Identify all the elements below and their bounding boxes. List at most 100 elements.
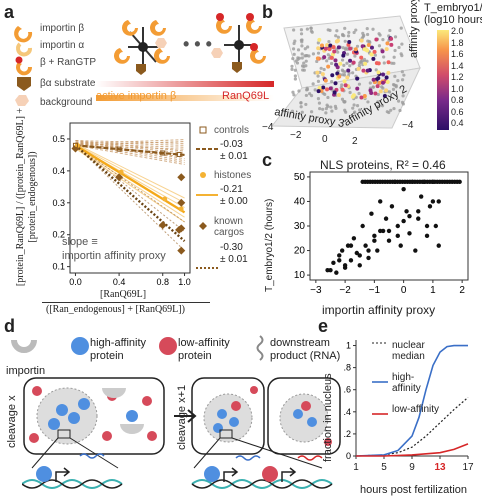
colored-point: [362, 94, 367, 99]
grey-point: [328, 28, 332, 32]
panel-c-title-text: NLS proteins, R² = 0.46: [320, 158, 446, 172]
colored-point: [369, 45, 374, 50]
colorbar-tick-label: 1.6: [451, 49, 464, 59]
scatter-point: [363, 243, 368, 248]
zoom-box-right: [219, 429, 233, 439]
plot-c-ytick-label: 50: [294, 172, 306, 183]
grey-point: [355, 104, 360, 108]
scatter-point: [395, 233, 400, 239]
grey-point: [388, 28, 392, 33]
grey-point: [316, 51, 321, 55]
scatter-point: [389, 204, 395, 209]
scatter-point: [398, 243, 403, 248]
colored-point: [319, 89, 324, 94]
colored-point: [315, 70, 320, 75]
grey-point: [311, 82, 315, 86]
zoom-box-left: [57, 429, 71, 439]
cargo-substrate-icon: [17, 77, 31, 91]
grey-point: [374, 68, 378, 72]
colored-point: [342, 79, 347, 84]
d-legend-low-affinity: low-affinity protein: [178, 337, 230, 362]
plot-c-xtick-label: −3: [310, 285, 322, 296]
plot-c-xtick-label: 0: [401, 285, 407, 296]
plot-e-ytick-label: 1: [346, 341, 351, 351]
colorbar-tick-label: 1.0: [451, 83, 464, 94]
importin-beta-icon: [14, 26, 33, 43]
colorbar-title: T_embryo1/2 (log10 hours): [424, 2, 482, 26]
colored-point: [385, 80, 390, 85]
legend-histones-err: ± 0.00: [220, 196, 248, 207]
colorbar-tick-label: 1.4: [451, 60, 464, 71]
scatter-point: [354, 250, 360, 256]
scatter-point: [328, 267, 333, 273]
colorbar-tick-label: 1.8: [451, 37, 464, 48]
grey-point: [366, 32, 370, 37]
colorbar: [437, 30, 449, 130]
colored-point: [353, 47, 358, 52]
grey-point: [304, 102, 308, 107]
3d-point-cloud: [290, 26, 406, 115]
scatter-point: [334, 270, 339, 275]
grey-point: [327, 39, 331, 44]
colored-point: [321, 85, 326, 90]
cargo-marker: [177, 198, 186, 207]
colorbar-tick-label: 0.8: [451, 95, 464, 105]
colored-point: [316, 46, 321, 51]
legend-known-cargos: known cargos: [214, 216, 245, 238]
grey-point: [343, 99, 347, 104]
plot-a-ytick-label: 0.5: [52, 134, 65, 144]
colored-point: [340, 87, 345, 92]
colorbar-title-text: T_embryo1/2: [424, 2, 482, 14]
grey-point: [377, 104, 381, 109]
cargo-marker: [177, 246, 186, 255]
plot-e-xtick-label: 1: [353, 462, 359, 473]
series-line-controls: [75, 144, 185, 157]
plot-e-ytick-label: .4: [343, 407, 351, 417]
grey-point: [366, 100, 370, 104]
grey-point: [305, 54, 309, 58]
colored-point: [381, 72, 386, 77]
grey-point: [321, 107, 325, 111]
control-trace-line: [75, 141, 185, 162]
grey-point: [326, 104, 330, 109]
grey-point: [299, 28, 304, 32]
colored-point: [317, 85, 322, 90]
scatter-point: [418, 194, 424, 199]
colored-point: [382, 93, 387, 98]
colored-point: [375, 84, 380, 89]
grey-point: [396, 99, 401, 103]
histone-trace-line: [75, 143, 185, 199]
grey-point: [336, 50, 340, 54]
colored-point: [316, 89, 321, 94]
legend-ba-substrate: βα substrate: [40, 78, 96, 89]
control-marker: [160, 150, 166, 156]
colored-point: [384, 47, 389, 52]
scatter-point: [351, 236, 357, 241]
grey-point: [390, 61, 394, 65]
grey-point: [402, 73, 406, 77]
complex-right-group: [211, 13, 266, 73]
grey-point: [343, 39, 347, 43]
controls-marker: [199, 126, 207, 134]
grey-point: [329, 105, 333, 109]
grey-point: [401, 102, 405, 106]
grey-point: [293, 39, 297, 43]
control-marker: [116, 146, 122, 152]
grey-point: [392, 106, 396, 111]
complex-illustration-right: [211, 13, 266, 73]
panel-d-legend-icons: [11, 335, 264, 361]
colored-point: [371, 77, 376, 82]
grey-point: [296, 56, 300, 60]
grey-point: [391, 82, 396, 87]
grey-point: [382, 55, 386, 59]
grey-point: [299, 38, 303, 42]
colored-point: [335, 71, 340, 76]
plot-e-xtick-label: 17: [462, 462, 474, 473]
colored-point: [360, 44, 365, 49]
e-legend-nuclear-median: nuclear median: [392, 340, 425, 362]
scatter-point: [430, 199, 436, 204]
grey-point: [325, 59, 329, 63]
plot-c-ytick-label: 30: [294, 221, 306, 232]
grey-point: [330, 79, 334, 84]
grey-point: [393, 48, 397, 53]
